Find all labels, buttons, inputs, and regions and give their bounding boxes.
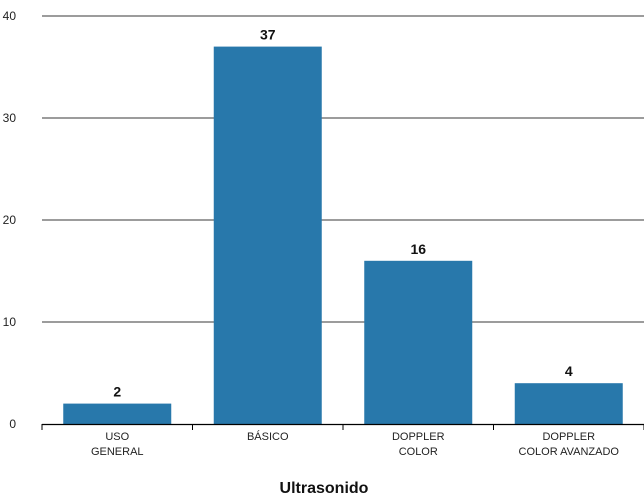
bar-2 <box>364 260 473 424</box>
bars <box>63 46 623 424</box>
category-label-0-line-1: GENERAL <box>91 446 144 458</box>
y-axis-tick-labels: 0 10 20 30 40 <box>3 9 17 431</box>
category-label-3-line-0: DOPPLER <box>542 431 595 443</box>
y-tick-label-20: 20 <box>3 213 17 227</box>
category-labels: USO GENERAL BÁSICO DOPPLER COLOR DOPPLER COLOR… <box>91 430 619 458</box>
gridlines <box>42 15 644 323</box>
y-tick-label-10: 10 <box>3 315 17 329</box>
y-tick-label-30: 30 <box>3 111 17 125</box>
data-label-2: 16 <box>410 241 426 257</box>
y-tick-label-40: 40 <box>3 9 17 23</box>
category-label-0-line-0: USO <box>105 431 129 443</box>
category-label-1-line-0: BÁSICO <box>247 430 289 443</box>
x-axis-title: Ultrasonido <box>280 480 369 497</box>
data-label-1: 37 <box>260 27 276 43</box>
category-label-3-line-1: COLOR AVANZADO <box>519 446 620 458</box>
bar-1 <box>213 46 322 424</box>
category-label-2-line-1: COLOR <box>399 446 438 458</box>
bar-0 <box>63 403 172 424</box>
data-label-3: 4 <box>565 363 573 379</box>
y-tick-label-0: 0 <box>9 417 16 431</box>
category-label-2-line-0: DOPPLER <box>392 431 445 443</box>
data-labels: 2 37 16 4 <box>113 27 573 400</box>
bar-3 <box>514 383 623 424</box>
data-label-0: 2 <box>113 384 121 400</box>
x-axis <box>41 423 644 430</box>
